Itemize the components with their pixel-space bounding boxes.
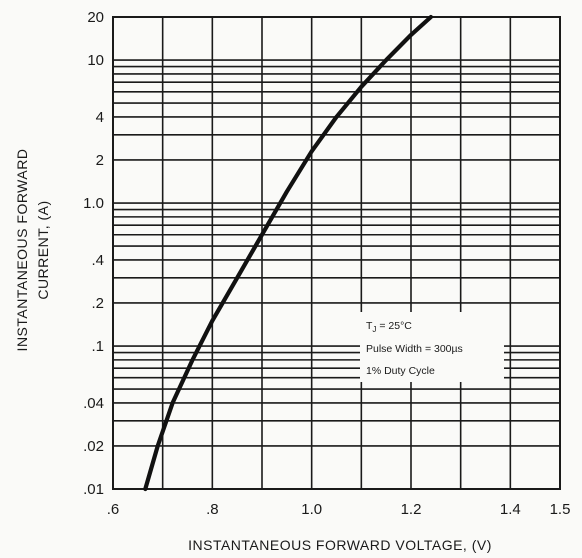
y-axis-title-line-1: INSTANTANEOUS FORWARD [14, 149, 30, 352]
x-tick-label: 1.0 [301, 501, 322, 518]
y-tick-label: .04 [83, 395, 104, 412]
y-tick-label: 10 [87, 52, 104, 69]
annotation-line-1: TJ = 25°C [366, 320, 412, 334]
x-tick-label: 1.2 [401, 501, 422, 518]
grid [112, 16, 561, 490]
y-tick-label: .02 [83, 438, 104, 455]
y-tick-label: .1 [91, 338, 104, 355]
plot-frame [112, 16, 561, 490]
y-tick-label: 4 [96, 109, 104, 126]
curve-group [143, 14, 433, 492]
y-tick-label: 1.0 [83, 195, 104, 212]
x-tick-label: .6 [107, 501, 120, 518]
x-tick-label: 1.4 [500, 501, 521, 518]
y-tick-label: .4 [91, 252, 104, 269]
y-axis-title-line-2: CURRENT, (A) [35, 200, 51, 299]
tick-labels: 20 10 4 2 1.0 .4 .2 .1 .04 .02 .01.6 .8 1.0 1.2 1.4 1.5 [83, 9, 570, 518]
annotation-line-2: Pulse Width = 300µs [366, 343, 463, 355]
forward-characteristic-line [143, 14, 433, 492]
annotation-background [360, 312, 504, 382]
y-tick-label: 20 [87, 9, 104, 26]
y-tick-label: .2 [91, 295, 104, 312]
x-tick-label: 1.5 [550, 501, 571, 518]
y-tick-label: .01 [83, 481, 104, 498]
annotation-line-3: 1% Duty Cycle [366, 365, 435, 377]
y-tick-label: 2 [96, 152, 104, 169]
annotation-box: TJ = 25°C Pulse Width = 300µs 1% Duty Cy… [360, 312, 504, 382]
x-tick-label: .8 [206, 501, 219, 518]
x-axis-title: INSTANTANEOUS FORWARD VOLTAGE, (V) [188, 537, 492, 553]
